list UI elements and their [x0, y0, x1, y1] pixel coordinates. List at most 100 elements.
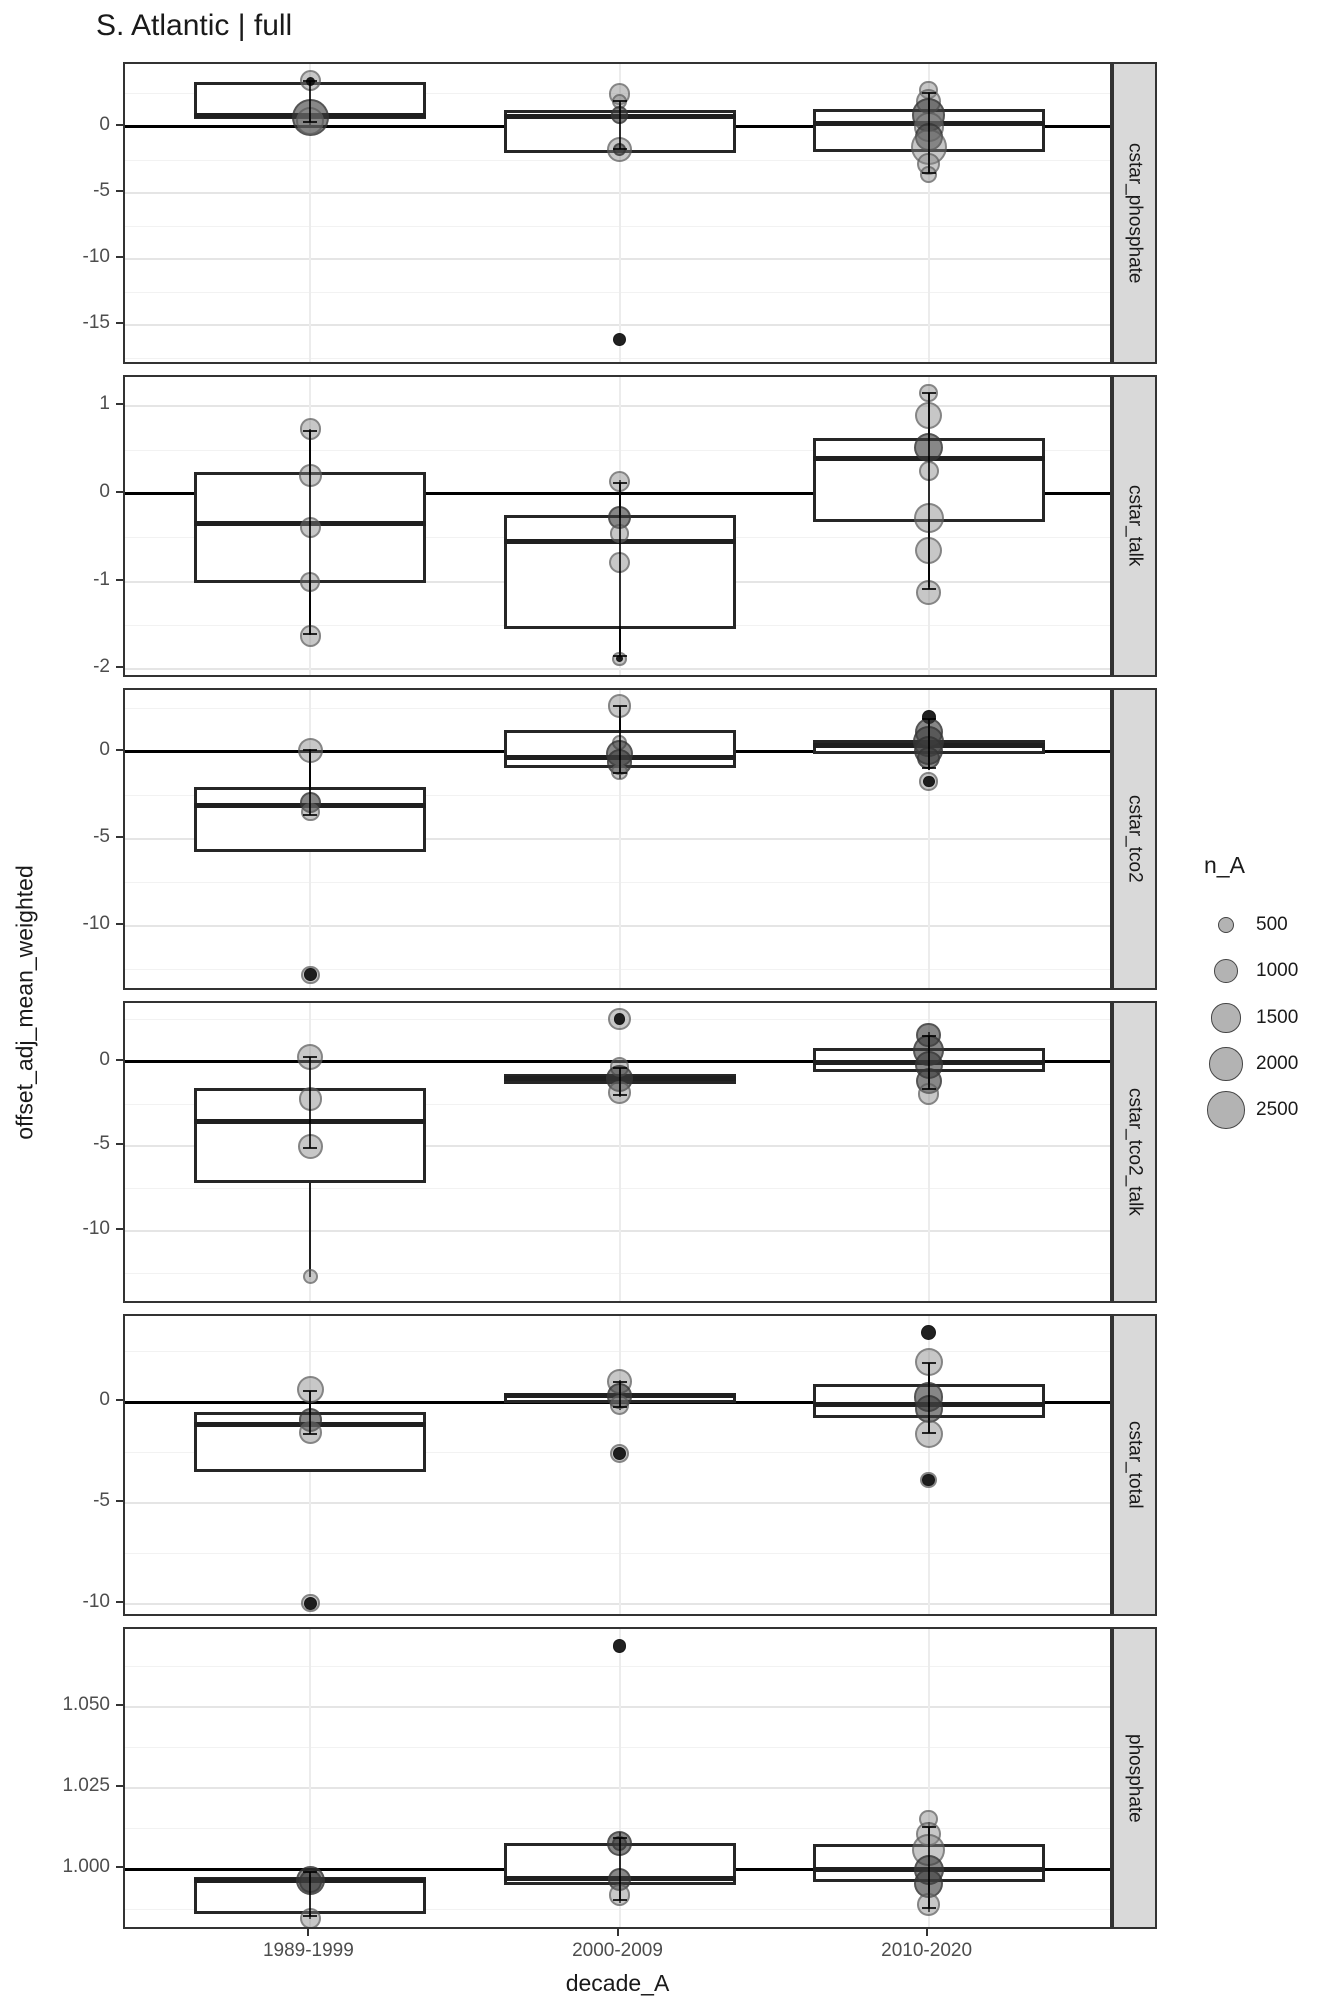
errorbar-cap-bottom: [612, 1093, 627, 1096]
errorbar-line: [927, 1826, 930, 1908]
errorbar-cap-top: [921, 1825, 936, 1828]
gridline-minor: [125, 1908, 1110, 1910]
x-tick-mark: [307, 1929, 310, 1936]
y-tick-label: 0: [99, 480, 110, 502]
gridline-minor: [125, 969, 1110, 971]
facet-strip-label: cstar_total: [1124, 1421, 1146, 1509]
errorbar-cap-bottom: [921, 1088, 936, 1091]
errorbar-line: [927, 1362, 930, 1434]
errorbar-line: [927, 393, 930, 589]
y-tick-label: -1: [93, 568, 110, 590]
y-tick-label: 0: [99, 113, 110, 135]
facet-strip-label: phosphate: [1124, 1733, 1146, 1823]
legend-size-swatch: [1214, 959, 1238, 983]
y-tick-label: -5: [93, 180, 110, 201]
errorbar-cap-bottom: [612, 1406, 627, 1409]
y-tick-mark: [116, 923, 123, 926]
gridline-major: [125, 1502, 1110, 1505]
errorbar-cap-bottom: [612, 771, 627, 774]
y-tick-label: -10: [82, 246, 110, 268]
errorbar-line: [618, 1067, 621, 1095]
errorbar-cap-top: [303, 1389, 318, 1392]
gridline-vertical: [618, 1003, 621, 1301]
gridline-minor: [125, 1553, 1110, 1555]
y-tick-mark: [116, 123, 123, 126]
legend-size-swatch: [1209, 1047, 1243, 1081]
y-tick-mark: [116, 490, 123, 493]
errorbar-line: [927, 718, 930, 768]
data-point: [922, 1473, 935, 1487]
y-tick-label: -10: [82, 913, 110, 935]
errorbar-cap-bottom: [921, 766, 936, 769]
legend-item-label: 2500: [1256, 1099, 1299, 1120]
errorbar-line: [309, 1056, 312, 1149]
errorbar-cap-bottom: [303, 121, 318, 124]
errorbar-line: [618, 483, 621, 657]
errorbar-line: [309, 750, 312, 815]
errorbar-cap-top: [303, 1055, 318, 1058]
y-tick-label: -5: [93, 825, 110, 847]
y-tick-label: -10: [82, 1217, 110, 1239]
gridline-major: [125, 1229, 1110, 1232]
gridline-minor: [125, 1666, 1110, 1668]
gridline-minor: [125, 1272, 1110, 1274]
y-tick-label: 1: [99, 393, 110, 415]
gridline-major: [125, 668, 1110, 671]
errorbar-cap-bottom: [303, 633, 318, 636]
errorbar-line: [927, 92, 930, 174]
gridline-minor: [125, 1828, 1110, 1830]
errorbar-cap-top: [612, 482, 627, 485]
gridline-minor: [125, 291, 1110, 293]
errorbar-cap-top: [303, 429, 318, 432]
gridline-vertical: [927, 64, 930, 362]
errorbar-cap-bottom: [921, 587, 936, 590]
legend-item-label: 1500: [1256, 1007, 1299, 1028]
facet-strip: cstar_tco2_talk: [1112, 1001, 1157, 1303]
facet-panel-cstar_total: [123, 1314, 1112, 1616]
errorbar-cap-top: [612, 1837, 627, 1840]
y-tick-label: 1.025: [62, 1775, 110, 1797]
y-tick-mark: [116, 1704, 123, 1707]
errorbar-line: [618, 705, 621, 773]
errorbar-cap-bottom: [921, 1906, 936, 1909]
legend-size-swatch: [1211, 1003, 1241, 1033]
gridline-minor: [125, 1103, 1110, 1105]
errorbar-cap-top: [612, 1066, 627, 1069]
gridline-major: [125, 324, 1110, 327]
y-tick-label: 0: [99, 738, 110, 760]
gridline-major: [125, 1603, 1110, 1606]
gridline-vertical: [927, 1316, 930, 1614]
data-point: [304, 968, 317, 982]
y-tick-label: 0: [99, 1048, 110, 1070]
errorbar-line: [618, 100, 621, 150]
errorbar-line: [927, 1035, 930, 1090]
errorbar-line: [618, 1381, 621, 1408]
y-tick-label: -2: [93, 656, 110, 678]
x-axis-title: decade_A: [565, 1970, 670, 1996]
legend-item-label: 500: [1256, 914, 1288, 935]
gridline-major: [125, 192, 1110, 194]
y-tick-label: 1.000: [62, 1856, 110, 1877]
plot-title: S. Atlantic | full: [96, 9, 293, 42]
errorbar-cap-bottom: [303, 813, 318, 816]
facet-panel-cstar_tco2_talk: [123, 1001, 1112, 1303]
errorbar-line: [309, 80, 312, 123]
errorbar-cap-top: [303, 79, 318, 82]
y-tick-mark: [116, 578, 123, 581]
data-point: [613, 1013, 626, 1025]
facet-panel-cstar_phosphate: [123, 62, 1112, 364]
data-point: [296, 1376, 324, 1404]
gridline-minor: [125, 1188, 1110, 1190]
gridline-vertical: [309, 1629, 312, 1927]
gridline-vertical: [618, 1629, 621, 1927]
y-tick-label: 1.050: [62, 1694, 110, 1716]
errorbar-cap-top: [612, 99, 627, 102]
facet-panel-cstar_talk: [123, 375, 1112, 677]
errorbar-cap-top: [612, 1380, 627, 1383]
errorbar-cap-bottom: [612, 148, 627, 151]
gridline-major: [125, 1787, 1110, 1790]
legend-title: n_A: [1204, 852, 1245, 878]
legend-size-swatch: [1217, 916, 1235, 934]
data-point: [612, 1639, 627, 1653]
